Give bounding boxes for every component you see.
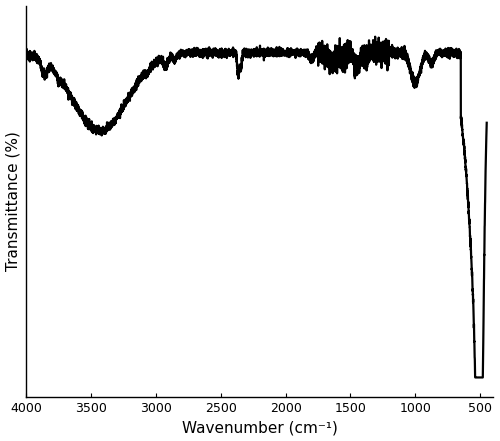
Y-axis label: Transmittance (%): Transmittance (%) xyxy=(6,131,20,271)
X-axis label: Wavenumber (cm⁻¹): Wavenumber (cm⁻¹) xyxy=(182,420,338,435)
